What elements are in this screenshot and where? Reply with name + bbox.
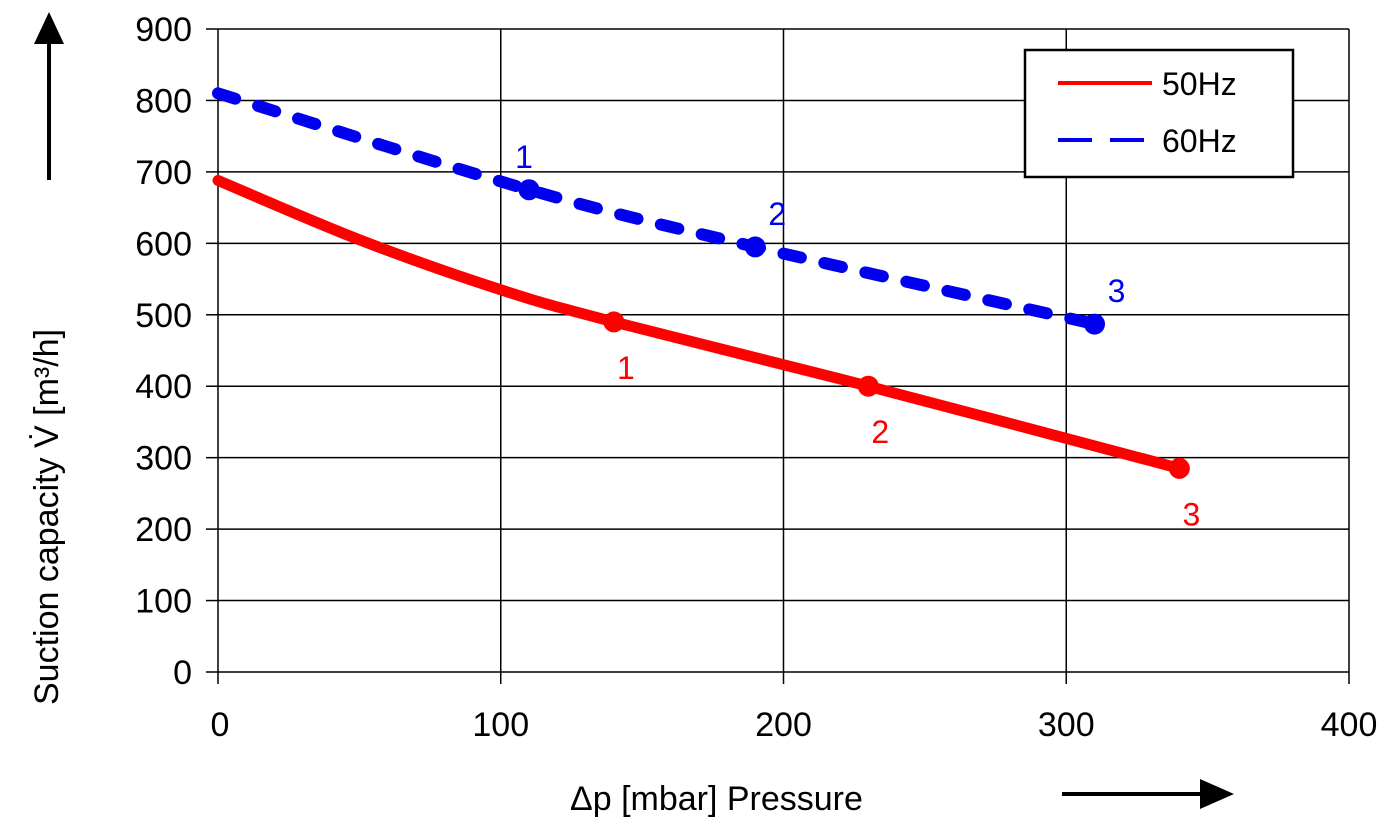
data-point-label: 2: [871, 414, 889, 450]
legend: 50Hz 60Hz: [1023, 48, 1295, 179]
legend-label-50hz: 50Hz: [1162, 66, 1237, 102]
x-tick-label: 100: [472, 706, 529, 744]
right-arrow-icon: [1062, 779, 1234, 809]
y-tick-label: 900: [135, 11, 192, 49]
data-point-label: 1: [515, 139, 533, 175]
data-point: [518, 179, 540, 201]
up-arrow-icon: [34, 12, 64, 180]
y-axis-label: Suction capacity V̇ [m³/h]: [28, 329, 66, 705]
series-line-50hz: [212, 174, 1185, 474]
series-line-60hz: [212, 87, 1101, 331]
y-tick-label: 100: [135, 583, 192, 621]
legend-item-50hz: 50Hz: [1058, 66, 1237, 102]
data-point-label: 3: [1182, 496, 1200, 532]
series-50hz: 1 2 3: [212, 174, 1200, 532]
y-tick-label: 300: [135, 440, 192, 478]
legend-label-60hz: 60Hz: [1162, 123, 1237, 159]
y-tick-label: 700: [135, 154, 192, 192]
y-tick-label: 400: [135, 368, 192, 406]
x-tick-label: 200: [755, 706, 812, 744]
legend-item-60hz: 60Hz: [1058, 123, 1237, 159]
data-point: [857, 375, 879, 397]
y-tick-label: 500: [135, 297, 192, 335]
series-60hz: 1 2 3: [212, 87, 1126, 335]
y-tick-label: 0: [173, 654, 192, 692]
data-point-label: 1: [617, 350, 635, 386]
x-axis-label: Δp [mbar] Pressure: [570, 780, 863, 818]
x-tick-label: 400: [1321, 706, 1378, 744]
y-tick-label: 800: [135, 82, 192, 120]
data-point: [1168, 457, 1190, 479]
data-point: [603, 311, 625, 333]
data-point-label: 3: [1108, 273, 1126, 309]
y-axis: 0 100 200 300 400 500 600 700 800 900: [135, 11, 218, 692]
grid: [217, 28, 1350, 684]
x-tick-label: 0: [211, 706, 230, 744]
data-point: [1084, 313, 1106, 335]
data-point-label: 2: [768, 196, 786, 232]
y-tick-label: 200: [135, 511, 192, 549]
x-axis: 0 100 200 300 400: [211, 706, 1378, 744]
data-point: [744, 236, 766, 258]
series-layer: 1 2 3 1 2 3: [212, 87, 1200, 532]
x-tick-label: 300: [1038, 706, 1095, 744]
y-tick-label: 600: [135, 225, 192, 263]
